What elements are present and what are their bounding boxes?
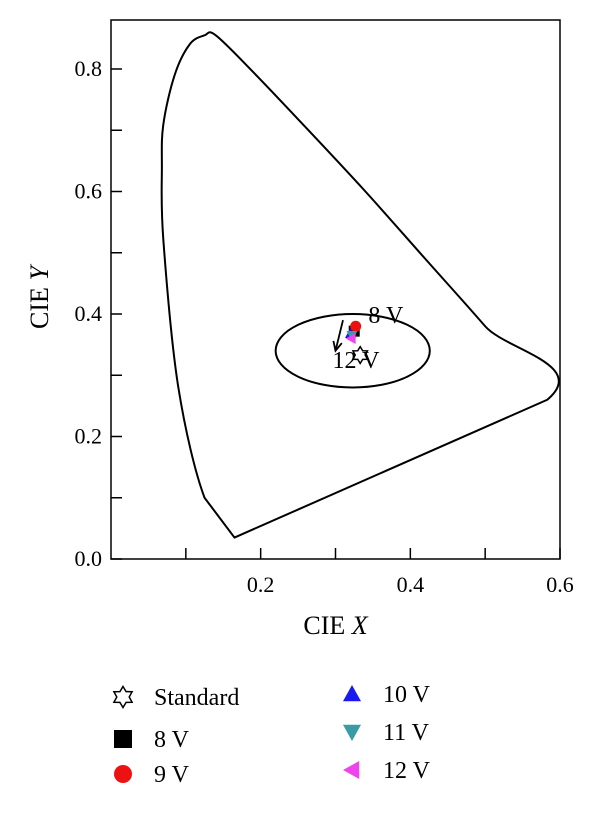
x-tick-label-1: 0.4: [397, 572, 425, 597]
legend-marker-12-v: [343, 761, 360, 779]
legend-marker-8-v: [114, 730, 132, 748]
legend-label-11-v: 11 V: [383, 720, 430, 746]
legend-marker-standard: [112, 685, 134, 709]
point-standard-0: [351, 345, 369, 365]
point-12-v-0: [345, 333, 356, 344]
y-tick-label-1: 0.2: [75, 424, 103, 449]
voltage-arrowhead: [332, 340, 343, 353]
y-tick-label-0: 0.0: [75, 546, 103, 571]
y-axis-label: CIE Y: [25, 264, 54, 329]
plot-frame: [110, 19, 561, 560]
annotation-1: 12 V: [333, 348, 381, 374]
gamut-boundary: [160, 31, 560, 539]
legend-label-9-v: 9 V: [154, 762, 190, 788]
legend-label-8-v: 8 V: [154, 727, 190, 753]
x-tick-label-2: 0.6: [546, 572, 574, 597]
legend-marker-10-v: [343, 685, 361, 702]
y-tick-label-2: 0.4: [75, 301, 103, 326]
legend-marker-11-v: [343, 724, 361, 741]
point-9-v-0: [350, 320, 362, 332]
x-axis-label: CIE X: [303, 611, 368, 640]
y-tick-label-3: 0.6: [75, 179, 103, 204]
legend-label-10-v: 10 V: [383, 682, 431, 708]
voltage-arrow: [334, 319, 344, 351]
y-tick-label-4: 0.8: [75, 56, 103, 81]
legend-label-standard: Standard: [154, 685, 239, 711]
legend-marker-9-v: [114, 765, 132, 783]
x-tick-label-0: 0.2: [247, 572, 275, 597]
legend-label-12-v: 12 V: [383, 758, 431, 784]
region-ellipse: [274, 313, 431, 389]
annotation-0: 8 V: [368, 303, 404, 329]
